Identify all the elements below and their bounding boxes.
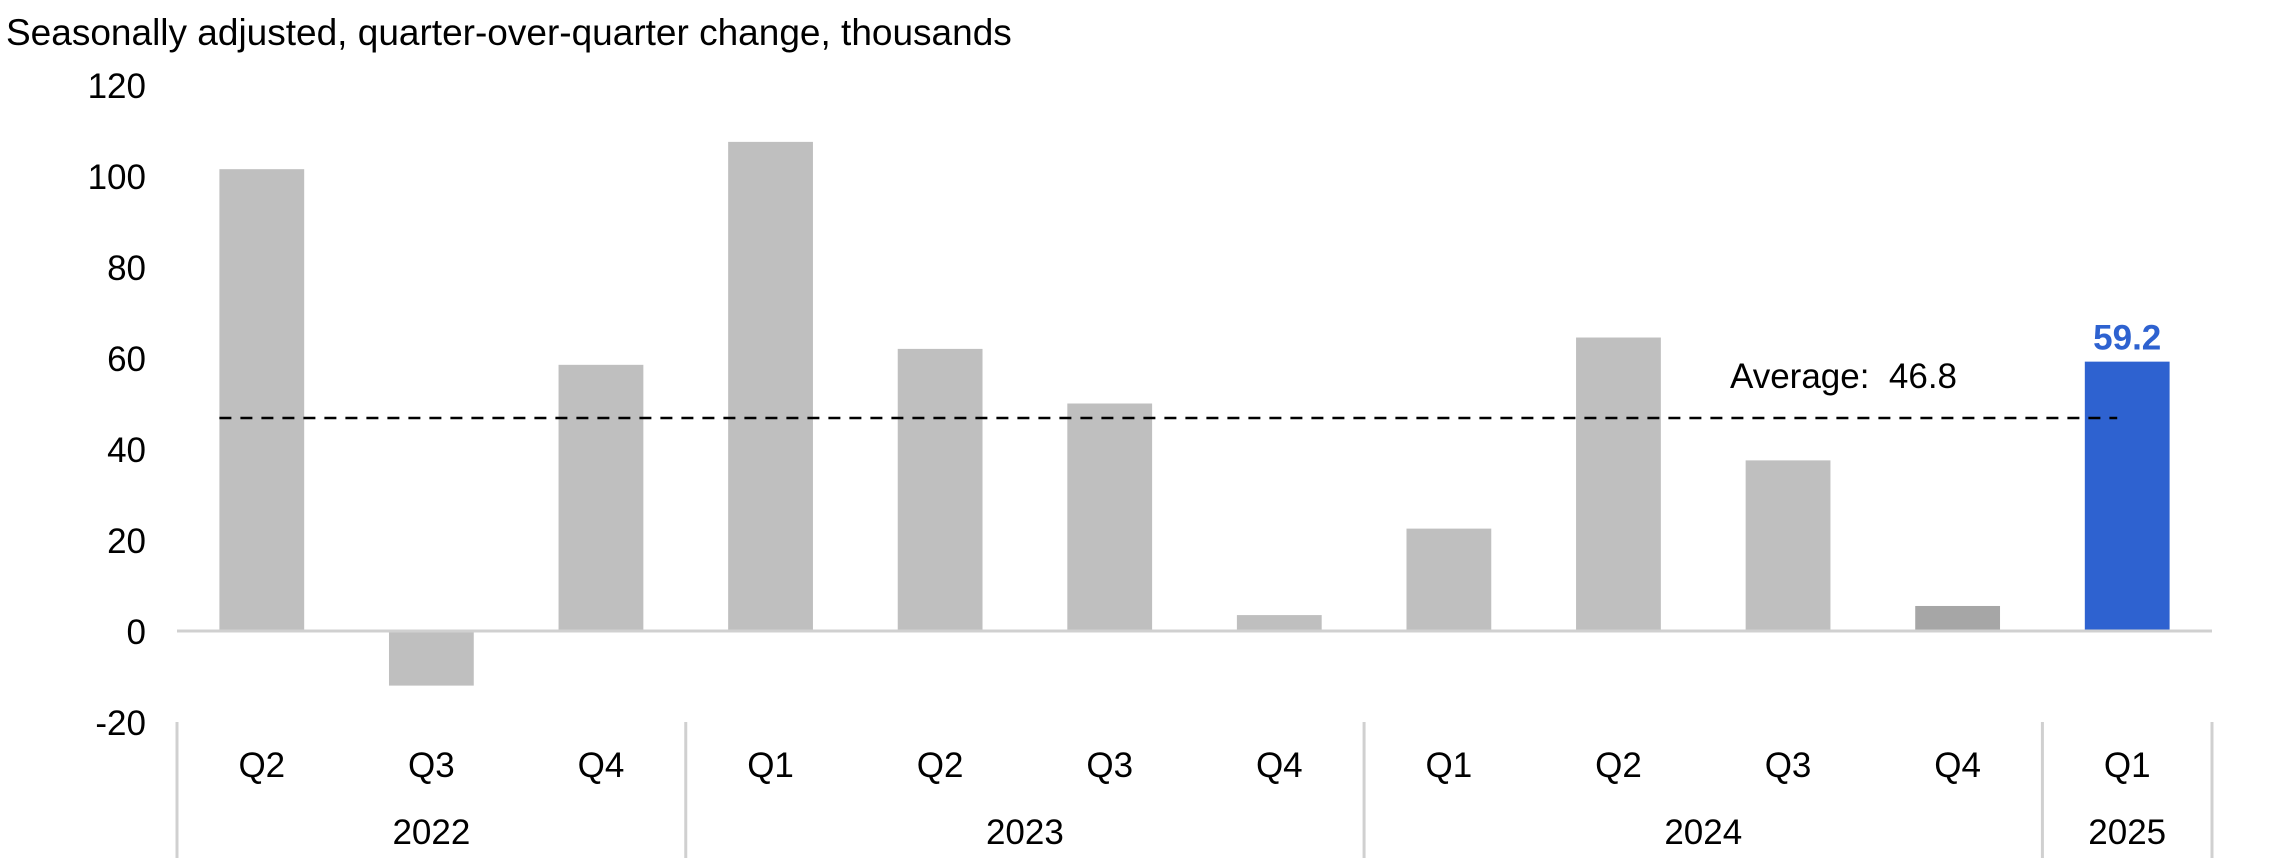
bar <box>1406 528 1492 631</box>
y-tick-label: 20 <box>107 522 146 561</box>
x-tick-label: Q4 <box>1256 746 1303 785</box>
y-tick-label: 80 <box>107 249 146 288</box>
x-tick-label: Q2 <box>1595 746 1642 785</box>
average-label: Average: 46.8 <box>1730 357 1957 396</box>
bar <box>728 141 813 631</box>
y-tick-label: -20 <box>95 704 146 743</box>
x-tick-label: Q1 <box>1426 746 1473 785</box>
bar <box>1745 460 1831 631</box>
bar <box>897 348 983 631</box>
chart-title: Seasonally adjusted, quarter-over-quarte… <box>6 12 1012 53</box>
bar <box>388 631 474 686</box>
x-tick-label: Q3 <box>1765 746 1812 785</box>
axis-layer: -20 0 20 40 60 80 100 120 Q2 Q3 Q4 Q1 Q2 Q3 Q4 Q1 Q2 Q3 Q4… <box>88 67 2214 858</box>
average-layer: Average: 46.8 <box>219 357 2118 420</box>
bar <box>558 364 644 631</box>
x-tick-label: Q1 <box>2104 746 2151 785</box>
x-tick-label: Q2 <box>917 746 964 785</box>
bar <box>1067 403 1153 631</box>
highlight-value-label: 59.2 <box>2093 319 2161 358</box>
year-label: 2023 <box>986 813 1064 852</box>
y-tick-label: 0 <box>127 613 146 652</box>
bars-layer: 59.2 <box>219 141 2170 686</box>
y-tick-label: 40 <box>107 431 146 470</box>
bar <box>1915 605 2001 631</box>
year-label: 2025 <box>2088 813 2166 852</box>
bar <box>1576 337 1661 631</box>
bar <box>219 169 305 632</box>
bar <box>1236 615 1322 631</box>
x-tick-label: Q3 <box>408 746 455 785</box>
y-tick-label: 120 <box>88 67 146 106</box>
x-tick-label: Q4 <box>1934 746 1981 785</box>
year-label: 2022 <box>392 813 470 852</box>
y-tick-label: 100 <box>88 158 146 197</box>
x-tick-label: Q3 <box>1086 746 1133 785</box>
year-label: 2024 <box>1664 813 1742 852</box>
x-tick-label: Q2 <box>238 746 285 785</box>
x-tick-label: Q4 <box>578 746 625 785</box>
bar-highlight <box>2084 361 2170 631</box>
y-tick-label: 60 <box>107 340 146 379</box>
x-tick-label: Q1 <box>747 746 794 785</box>
